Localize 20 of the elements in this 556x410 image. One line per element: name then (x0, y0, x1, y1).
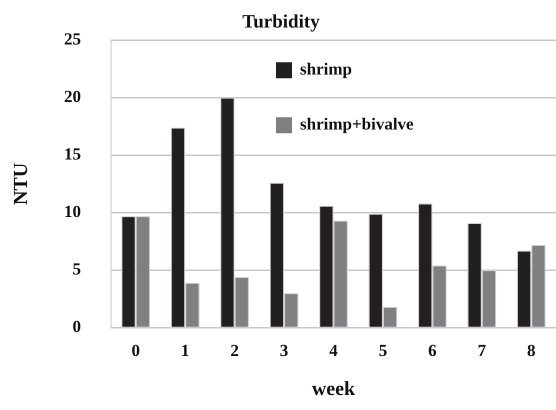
x-tick-label: 5 (378, 341, 388, 360)
legend-label: shrimp+bivalve (300, 114, 414, 134)
y-axis-title: NTU (10, 162, 32, 206)
x-tick-label: 6 (428, 341, 437, 360)
x-tick-label: 4 (329, 341, 338, 360)
y-tick-label: 10 (64, 202, 81, 222)
x-tick-label: 7 (478, 341, 487, 360)
x-axis-title: week (312, 378, 356, 400)
x-tick-label: 1 (180, 341, 190, 360)
y-tick-label: 20 (64, 87, 81, 106)
x-tick-label: 2 (230, 341, 239, 360)
y-tick-label: 0 (72, 316, 81, 336)
x-tick-label: 0 (131, 341, 140, 360)
x-tick-label: 3 (280, 341, 288, 360)
y-tick-label: 15 (64, 144, 81, 164)
legend-label: shrimp (300, 60, 352, 79)
x-tick-label: 8 (527, 341, 536, 360)
chart-title: Turbidity (242, 12, 320, 33)
y-tick-label: 5 (72, 260, 81, 279)
y-tick-label: 25 (64, 30, 81, 49)
